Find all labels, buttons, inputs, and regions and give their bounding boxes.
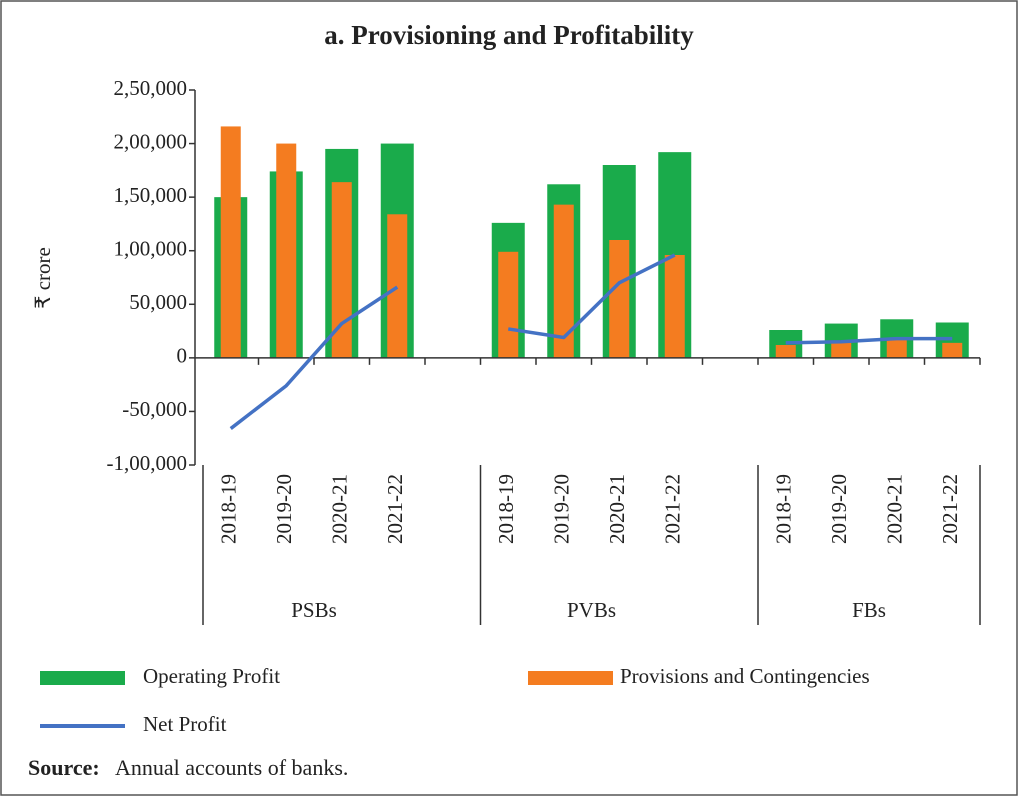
bar xyxy=(276,143,297,358)
source-label: Source: xyxy=(28,755,100,780)
y-tick-label: 1,50,000 xyxy=(114,183,188,207)
y-tick-label: 2,50,000 xyxy=(114,76,188,100)
x-tick-label: 2019-20 xyxy=(272,474,296,544)
y-tick-label: 50,000 xyxy=(129,290,187,314)
x-tick-label: 2021-22 xyxy=(383,474,407,544)
x-tick-label: 2018-19 xyxy=(494,474,518,544)
x-tick-label: 2020-21 xyxy=(883,474,907,544)
bar xyxy=(220,126,241,358)
source: Annual accounts of banks. xyxy=(115,755,348,780)
y-axis-label: ₹ crore xyxy=(31,247,55,309)
y-tick-label: -50,000 xyxy=(122,397,187,421)
x-tick-label: 2021-22 xyxy=(661,474,685,544)
chart-title: a. Provisioning and Profitability xyxy=(324,20,694,50)
group-label: PVBs xyxy=(567,598,616,622)
bar xyxy=(831,341,852,358)
x-tick-label: 2020-21 xyxy=(328,474,352,544)
bar xyxy=(609,240,630,358)
group-label: FBs xyxy=(852,598,886,622)
y-tick-label: 2,00,000 xyxy=(114,129,188,153)
legend-swatch xyxy=(528,671,613,685)
y-tick-label: 0 xyxy=(177,344,188,368)
line xyxy=(229,253,953,430)
x-tick-label: 2019-20 xyxy=(550,474,574,544)
y-tick-label: -1,00,000 xyxy=(107,451,188,475)
x-tick-label: 2018-19 xyxy=(772,474,796,544)
bar xyxy=(942,342,963,358)
bar xyxy=(498,251,519,358)
legend-label: Operating Profit xyxy=(143,664,280,688)
x-tick-label: 2018-19 xyxy=(217,474,241,544)
group-label: PSBs xyxy=(291,598,337,622)
bar xyxy=(775,345,796,358)
x-tick-label: 2021-22 xyxy=(938,474,962,544)
y-tick-label: 1,00,000 xyxy=(114,237,188,261)
bar xyxy=(387,214,408,358)
x-tick-label: 2019-20 xyxy=(827,474,851,544)
legend-swatch xyxy=(40,671,125,685)
bar xyxy=(553,204,574,358)
bar xyxy=(331,182,352,358)
bar xyxy=(664,255,685,358)
bar xyxy=(886,339,907,358)
x-tick-label: 2020-21 xyxy=(605,474,629,544)
legend-label: Net Profit xyxy=(143,712,227,736)
legend-label: Provisions and Contingencies xyxy=(620,664,870,688)
